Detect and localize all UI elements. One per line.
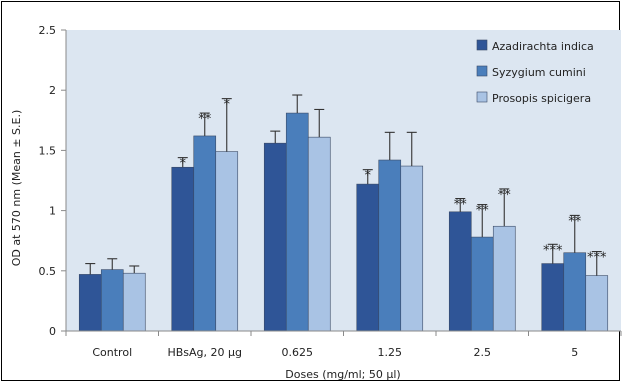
legend-swatch [476, 39, 488, 51]
legend-label: Prosopis spicigera [492, 92, 591, 105]
bar [356, 183, 380, 332]
x-tick-label: Control [92, 346, 132, 359]
bar [585, 275, 609, 332]
significance-mark: *** [543, 243, 563, 258]
bar [563, 252, 587, 332]
bar [400, 165, 424, 332]
legend-label: Syzygium cumini [492, 66, 586, 79]
y-axis-label: OD at 570 nm (Mean ± S.E.) [10, 110, 23, 267]
bar [78, 274, 102, 332]
significance-mark: * [224, 98, 231, 113]
x-tick-label: HBsAg, 20 µg [167, 346, 242, 359]
y-tick-label: 2.5 [39, 24, 57, 37]
legend-label: Azadirachta indica [492, 40, 594, 53]
significance-mark: *** [587, 251, 607, 266]
bar [100, 269, 124, 332]
significance-mark: ** [568, 214, 582, 229]
y-tick-label: 1.5 [39, 144, 57, 157]
plot-area [66, 30, 621, 331]
significance-mark: * [180, 157, 187, 172]
bar [307, 136, 331, 332]
bar [470, 236, 494, 332]
y-tick-label: 0 [49, 325, 56, 338]
legend-swatch [476, 91, 488, 103]
bar [541, 263, 565, 332]
legend-swatch [476, 65, 488, 77]
y-tick-label: 0.5 [39, 265, 57, 278]
bar [263, 142, 287, 332]
bar [285, 112, 309, 332]
significance-mark: * [365, 169, 372, 184]
bar [215, 151, 239, 332]
significance-mark: ** [498, 188, 512, 203]
y-tick-label: 1 [49, 205, 56, 218]
bar [171, 166, 195, 332]
x-tick-label: 5 [571, 346, 578, 359]
bar [378, 159, 402, 332]
x-tick-label: 1.25 [378, 346, 403, 359]
x-axis-label: Doses (mg/ml; 50 µl) [285, 368, 400, 381]
bar [193, 135, 217, 332]
bar [492, 225, 516, 332]
bar [448, 211, 472, 332]
significance-mark: ** [198, 112, 212, 127]
x-tick-label: 0.625 [282, 346, 314, 359]
bar [122, 272, 146, 332]
significance-mark: ** [476, 204, 490, 219]
significance-mark: ** [454, 198, 468, 213]
y-tick-label: 2 [49, 84, 56, 97]
x-tick-label: 2.5 [474, 346, 492, 359]
